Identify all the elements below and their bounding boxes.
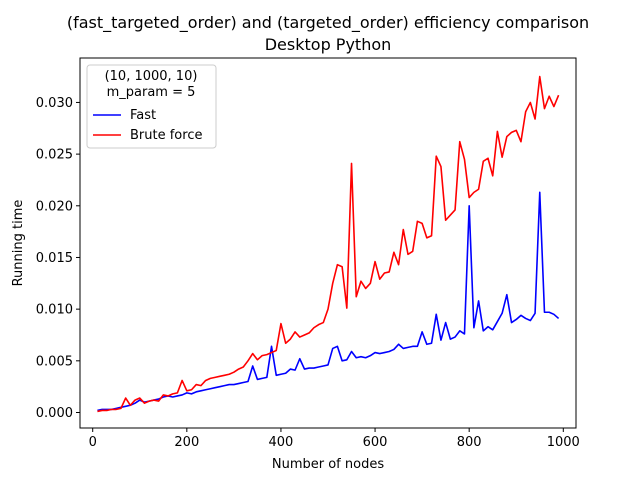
x-tick-label: 0	[89, 435, 97, 450]
x-tick-label: 400	[269, 435, 294, 450]
y-tick-label: 0.015	[36, 251, 73, 266]
y-tick-label: 0.020	[36, 199, 73, 214]
plot-area	[79, 57, 577, 429]
y-tick-label: 0.005	[36, 354, 73, 369]
y-tick-label: 0.010	[36, 303, 73, 318]
legend-title-line-1: (10, 1000, 10)	[105, 69, 198, 84]
x-tick-label: 600	[363, 435, 388, 450]
x-axis-label: Number of nodes	[272, 457, 384, 472]
legend-box	[86, 64, 217, 149]
y-axis-label: Running time	[11, 200, 26, 287]
legend-title-line-2: m_param = 5	[107, 85, 196, 100]
legend: (10, 1000, 10) m_param = 5 Fast Brute fo…	[86, 64, 217, 149]
chart-title: (fast_targeted_order) and (targeted_orde…	[67, 13, 589, 33]
chart-subtitle: Desktop Python	[265, 35, 392, 54]
series-line-brute-force	[97, 75, 560, 413]
y-axis-ticks: 0.000 0.005 0.010 0.015 0.020 0.025 0.030	[36, 96, 80, 421]
y-tick-label: 0.000	[36, 406, 73, 421]
axes-frame	[79, 57, 577, 429]
x-tick-label: 200	[174, 435, 199, 450]
series-layer	[97, 75, 560, 413]
x-axis-ticks: 0 200 400 600 800 1000	[89, 428, 580, 450]
legend-label-brute-force: Brute force	[130, 128, 202, 143]
legend-label-fast: Fast	[130, 108, 156, 123]
y-tick-label: 0.025	[36, 148, 73, 163]
x-tick-label: 800	[457, 435, 482, 450]
x-tick-label: 1000	[547, 435, 580, 450]
y-tick-label: 0.030	[36, 96, 73, 111]
series-line-fast	[97, 191, 560, 412]
